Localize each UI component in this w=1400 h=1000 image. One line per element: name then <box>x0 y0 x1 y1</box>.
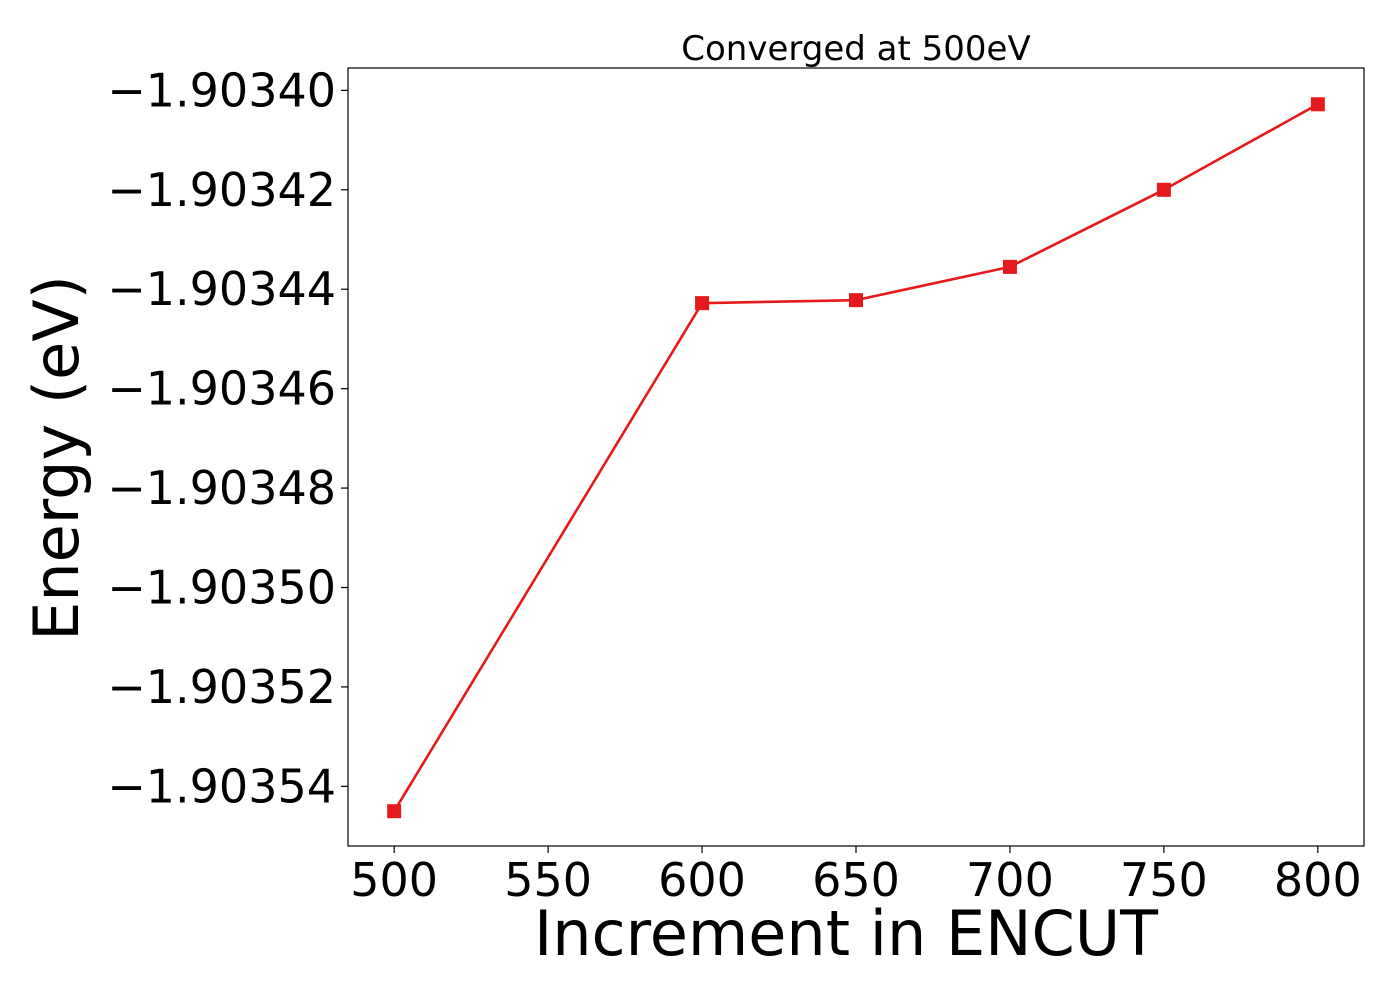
x-tick-label: 750 <box>1120 853 1208 907</box>
x-tick-label: 650 <box>812 853 900 907</box>
series-group <box>387 97 1325 819</box>
plot-area-frame <box>347 67 1365 847</box>
y-tick-label: −1.90348 <box>107 461 336 515</box>
y-tick-label: −1.90354 <box>107 759 336 813</box>
x-axis-ticks: 500 550 600 650 700 750 800 <box>350 846 1362 907</box>
y-tick-label: −1.90350 <box>107 560 336 614</box>
data-point-marker <box>387 804 402 819</box>
x-axis-label: Increment in ENCUT <box>534 897 1159 970</box>
x-tick-label: 600 <box>658 853 746 907</box>
y-tick-label: −1.90342 <box>107 163 336 217</box>
x-tick-label: 800 <box>1274 853 1362 907</box>
x-tick-label: 700 <box>966 853 1054 907</box>
y-axis-ticks: −1.90354 −1.90352 −1.90350 −1.90348 −1.90346… <box>107 63 348 813</box>
y-tick-label: −1.90352 <box>107 660 336 714</box>
x-tick-label: 500 <box>350 853 438 907</box>
y-axis-label: Energy (eV) <box>20 275 93 641</box>
data-point-marker <box>1310 97 1325 112</box>
y-tick-label: −1.90344 <box>107 262 336 316</box>
y-tick-label: −1.90340 <box>107 63 336 117</box>
y-tick-label: −1.90346 <box>107 362 336 416</box>
chart-title: Converged at 500eV <box>681 29 1030 69</box>
series-line <box>393 103 1319 812</box>
x-tick-label: 550 <box>504 853 592 907</box>
data-point-marker <box>1002 259 1017 274</box>
data-point-marker <box>695 296 710 311</box>
data-point-marker <box>849 293 863 308</box>
data-point-marker <box>1156 182 1171 197</box>
